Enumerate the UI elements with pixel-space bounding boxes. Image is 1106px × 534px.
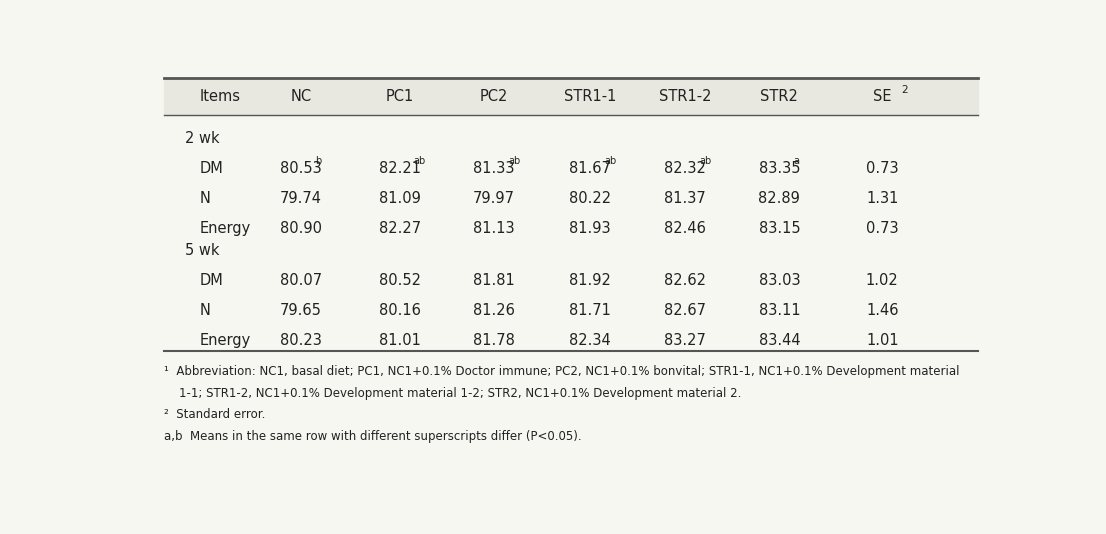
Text: 79.97: 79.97: [473, 191, 515, 206]
Text: 83.15: 83.15: [759, 221, 801, 235]
Text: ¹  Abbreviation: NC1, basal diet; PC1, NC1+0.1% Doctor immune; PC2, NC1+0.1% bon: ¹ Abbreviation: NC1, basal diet; PC1, NC…: [164, 365, 960, 379]
Text: 1.01: 1.01: [866, 333, 898, 348]
Text: ab: ab: [604, 156, 616, 166]
Text: 79.65: 79.65: [280, 303, 322, 318]
Text: 5 wk: 5 wk: [185, 244, 219, 258]
Text: 83.35: 83.35: [759, 161, 800, 176]
Text: 80.53: 80.53: [280, 161, 322, 176]
Text: ²  Standard error.: ² Standard error.: [164, 408, 265, 421]
Text: 81.26: 81.26: [473, 303, 515, 318]
Text: STR1-1: STR1-1: [564, 90, 616, 105]
Text: 83.11: 83.11: [759, 303, 801, 318]
Text: N: N: [200, 303, 211, 318]
Text: 82.62: 82.62: [664, 273, 706, 288]
Text: 81.13: 81.13: [473, 221, 514, 235]
Text: 81.81: 81.81: [473, 273, 514, 288]
Text: 80.07: 80.07: [280, 273, 322, 288]
Text: b: b: [315, 156, 322, 166]
Text: 81.01: 81.01: [378, 333, 420, 348]
Text: 79.74: 79.74: [280, 191, 322, 206]
Text: a,b  Means in the same row with different superscripts differ (P<0.05).: a,b Means in the same row with different…: [164, 430, 582, 443]
Text: 83.03: 83.03: [759, 273, 801, 288]
Text: ab: ab: [414, 156, 426, 166]
Text: SE: SE: [873, 90, 891, 105]
Text: 0.73: 0.73: [866, 161, 898, 176]
Text: 81.92: 81.92: [568, 273, 611, 288]
Text: 82.27: 82.27: [378, 221, 420, 235]
Text: 80.52: 80.52: [378, 273, 420, 288]
Text: 80.90: 80.90: [280, 221, 322, 235]
Text: 81.67: 81.67: [568, 161, 611, 176]
Text: 82.32: 82.32: [665, 161, 706, 176]
Text: 82.21: 82.21: [378, 161, 420, 176]
Text: Items: Items: [200, 90, 241, 105]
Text: STR1-2: STR1-2: [659, 90, 711, 105]
Text: 83.27: 83.27: [665, 333, 706, 348]
Text: ab: ab: [508, 156, 520, 166]
Bar: [164, 78, 978, 115]
Text: 81.37: 81.37: [665, 191, 706, 206]
Text: 80.16: 80.16: [378, 303, 420, 318]
Text: 81.71: 81.71: [568, 303, 611, 318]
Text: Energy: Energy: [200, 221, 251, 235]
Text: 82.89: 82.89: [759, 191, 801, 206]
Text: 81.78: 81.78: [473, 333, 515, 348]
Text: 2: 2: [901, 85, 908, 96]
Text: 1.31: 1.31: [866, 191, 898, 206]
Text: N: N: [200, 191, 211, 206]
Text: STR2: STR2: [761, 90, 799, 105]
Text: 2 wk: 2 wk: [185, 131, 219, 146]
Text: 0.73: 0.73: [866, 221, 898, 235]
Text: 81.33: 81.33: [473, 161, 514, 176]
Text: PC1: PC1: [386, 90, 414, 105]
Text: 82.46: 82.46: [665, 221, 706, 235]
Text: DM: DM: [200, 161, 223, 176]
Text: 1.02: 1.02: [866, 273, 899, 288]
Text: 81.09: 81.09: [378, 191, 420, 206]
Text: 80.22: 80.22: [568, 191, 611, 206]
Text: ab: ab: [699, 156, 711, 166]
Text: DM: DM: [200, 273, 223, 288]
Text: Energy: Energy: [200, 333, 251, 348]
Text: 1-1; STR1-2, NC1+0.1% Development material 1-2; STR2, NC1+0.1% Development mater: 1-1; STR1-2, NC1+0.1% Development materi…: [164, 387, 741, 400]
Text: NC: NC: [291, 90, 312, 105]
Text: 82.67: 82.67: [664, 303, 706, 318]
Text: PC2: PC2: [480, 90, 508, 105]
Text: 1.46: 1.46: [866, 303, 898, 318]
Text: a: a: [793, 156, 800, 166]
Text: 83.44: 83.44: [759, 333, 801, 348]
Text: 80.23: 80.23: [280, 333, 322, 348]
Text: 82.34: 82.34: [570, 333, 611, 348]
Text: 81.93: 81.93: [570, 221, 611, 235]
